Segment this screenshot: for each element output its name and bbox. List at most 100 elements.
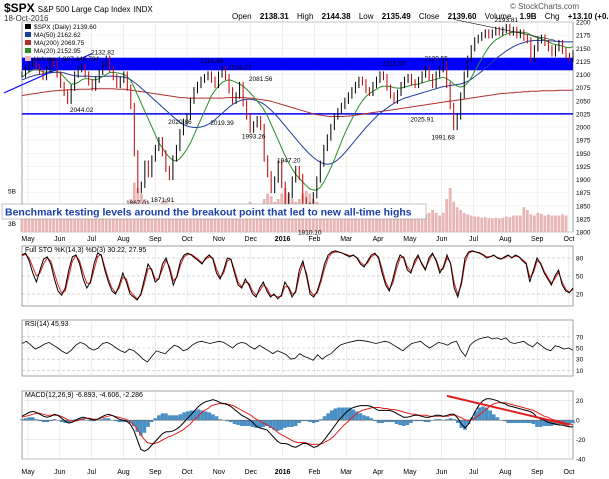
macd-histogram-bar xyxy=(509,420,514,424)
volume-bar xyxy=(73,214,77,232)
volume-bar xyxy=(178,210,182,232)
macd-tick-label: -40 xyxy=(576,457,586,464)
macd-histogram-bar xyxy=(196,409,201,421)
macd-histogram-bar xyxy=(571,420,575,424)
macd-histogram-bar xyxy=(290,420,294,427)
legend-swatch-volume xyxy=(25,56,31,61)
volume-bar xyxy=(34,215,38,232)
macd-histogram-bar xyxy=(358,413,363,421)
macd-histogram-bar xyxy=(535,420,539,427)
macd-histogram-bar xyxy=(59,420,64,423)
macd-histogram-bar xyxy=(272,420,276,430)
volume-bar xyxy=(203,215,206,232)
sto-tick-label: 80 xyxy=(576,256,584,263)
macd-histogram-bar xyxy=(477,407,482,421)
volume-bar xyxy=(441,212,445,232)
month-label: Oct xyxy=(564,236,575,243)
volume-bar xyxy=(452,201,456,232)
macd-histogram-bar xyxy=(189,410,194,421)
sto-tick-label: 20 xyxy=(576,292,584,299)
volume-bar xyxy=(466,214,470,232)
volume-bar xyxy=(83,215,87,232)
macd-tick-label: -20 xyxy=(576,437,586,444)
legend-swatch-ma20 xyxy=(25,48,31,53)
price-tick-label: 2050 xyxy=(576,98,591,105)
volume-bar xyxy=(350,212,354,232)
legend-ma50: MA(50) 2162.62 xyxy=(34,32,81,39)
macd-histogram-bar xyxy=(185,411,190,421)
price-tick-label: 1975 xyxy=(576,138,591,145)
macd-histogram-bar xyxy=(149,420,154,423)
volume-bar xyxy=(445,199,449,232)
price-annotation: 1810.10 xyxy=(298,230,322,237)
macd-histogram-bar xyxy=(20,419,24,421)
month-label: May xyxy=(403,236,417,243)
month-label: 2016 xyxy=(275,236,291,243)
volume-bar xyxy=(220,215,224,232)
macd-histogram-bar xyxy=(160,413,165,421)
macd-histogram-bar xyxy=(567,420,572,425)
volume-bar xyxy=(399,215,403,232)
volume-bar xyxy=(175,207,178,232)
volume-bar xyxy=(431,210,435,232)
volume-bar xyxy=(66,212,70,232)
volume-label: Volume xyxy=(484,12,512,21)
volume-bar xyxy=(375,214,378,232)
month-label: Sep xyxy=(149,469,162,476)
macd-line xyxy=(21,398,573,452)
volume-bar xyxy=(48,215,52,232)
month-label: Sep xyxy=(149,236,162,243)
rsi-line xyxy=(21,336,574,363)
macd-histogram-bar xyxy=(506,420,510,424)
index-name: S&P 500 Large Cap Index xyxy=(37,5,131,14)
macd-histogram-bar xyxy=(308,420,312,423)
volume-bar xyxy=(543,215,547,232)
macd-histogram-bar xyxy=(311,420,316,424)
volume-bar xyxy=(438,215,442,232)
volume-bar xyxy=(52,212,55,232)
volume-bar xyxy=(62,210,66,232)
macd-histogram-bar xyxy=(488,410,492,421)
volume-bar xyxy=(476,216,480,232)
volume-bar xyxy=(252,207,256,232)
volume-bar xyxy=(199,214,203,232)
price-tick-label: 1850 xyxy=(576,203,591,210)
volume-bar xyxy=(487,218,491,232)
macd-histogram-bar xyxy=(279,420,284,430)
macd-histogram-bar xyxy=(31,417,35,421)
legend-ma200: MA(200) 2069.75 xyxy=(34,40,85,47)
volume-bar xyxy=(346,212,350,232)
macd-histogram-bar xyxy=(344,407,348,421)
volume-bar xyxy=(490,218,494,232)
volume-bar xyxy=(410,212,413,232)
macd-histogram-bar xyxy=(247,420,251,426)
macd-histogram-bar xyxy=(455,420,460,424)
price-annotation: 1867.01 xyxy=(126,200,150,207)
price-annotation: 2044.02 xyxy=(70,107,94,114)
volume-bar xyxy=(529,214,533,232)
price-tick-label: 2000 xyxy=(576,125,591,132)
volume-bar xyxy=(38,212,41,232)
macd-histogram-bar xyxy=(182,412,186,421)
macd-histogram-bar xyxy=(214,416,219,421)
macd-histogram-bar xyxy=(355,411,359,421)
price-annotation: 2120.55 xyxy=(424,56,448,63)
macd-histogram-bar xyxy=(257,420,262,428)
volume-bar xyxy=(389,210,392,232)
volume-bar xyxy=(210,210,213,232)
macd-tick-label: 20 xyxy=(576,398,584,405)
macd-histogram-bar xyxy=(502,420,507,422)
volume-bar xyxy=(206,212,210,232)
rsi-tick-label: 10 xyxy=(576,368,584,375)
volume-bar xyxy=(97,216,101,232)
price-annotation: 2020.86 xyxy=(168,119,192,126)
volume-bar xyxy=(483,217,487,232)
macd-histogram-bar xyxy=(243,420,248,426)
volume-bar xyxy=(182,210,185,232)
macd-histogram-bar xyxy=(178,414,183,421)
volume-bar xyxy=(325,207,329,232)
volume-bar xyxy=(364,211,368,232)
volume-bar xyxy=(90,215,94,232)
month-label: Jul xyxy=(87,236,96,243)
rsi-title: RSI(14) 45.93 xyxy=(25,321,69,328)
